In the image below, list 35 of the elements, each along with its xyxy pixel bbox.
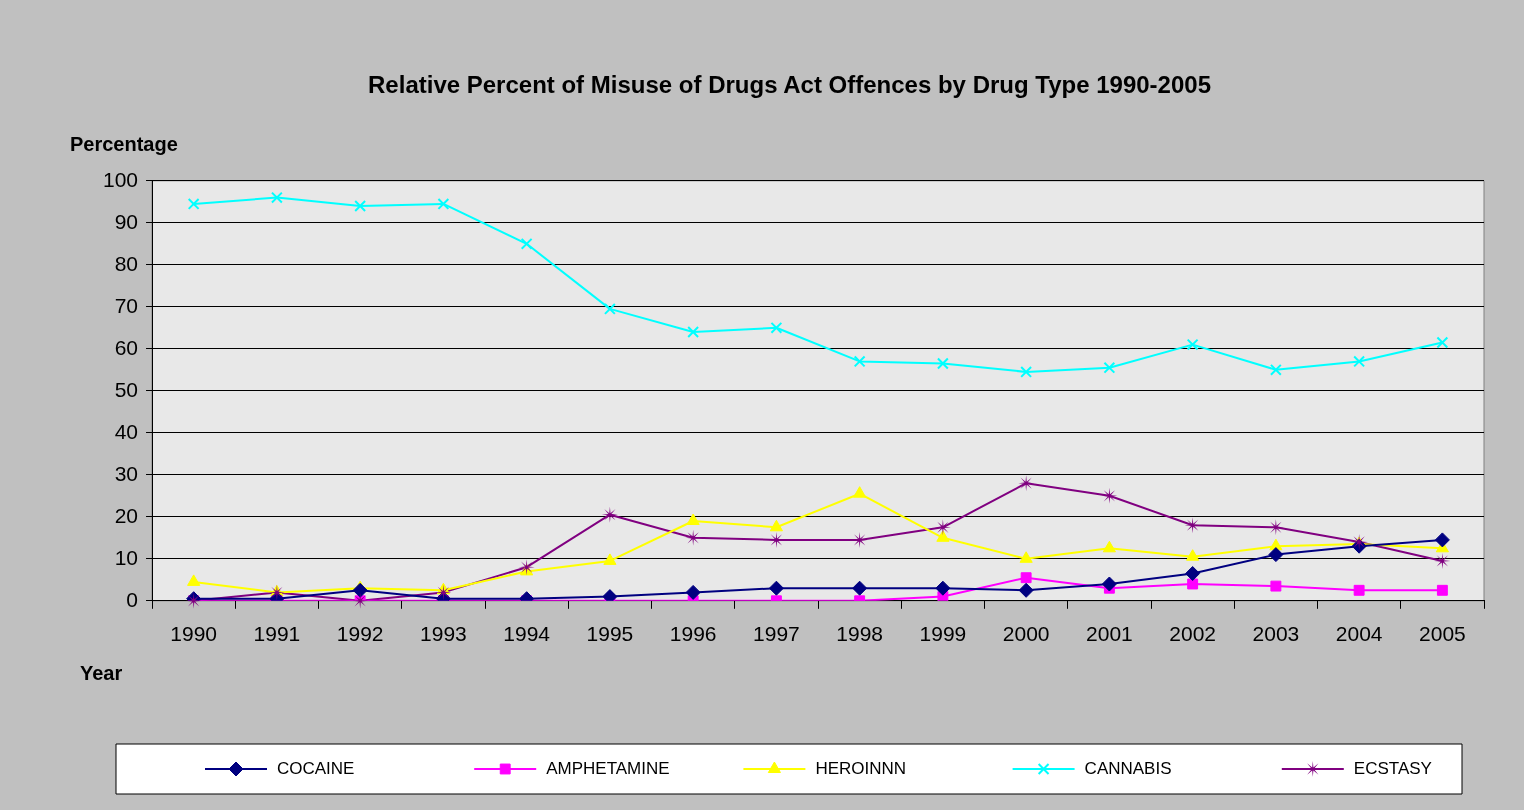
y-tick-label: 70 <box>114 293 139 317</box>
x-tick-label: 1992 <box>336 622 384 646</box>
x-axis-title: Year <box>80 662 123 685</box>
x-tick-label: 2000 <box>1002 622 1050 646</box>
y-tick-label: 10 <box>114 545 139 569</box>
x-tick-label: 1991 <box>253 622 301 646</box>
legend-label: CANNABIS <box>1084 758 1172 778</box>
y-tick-label: 90 <box>114 209 139 233</box>
x-tick-label: 1996 <box>669 622 717 646</box>
x-tick-label: 2002 <box>1169 622 1216 646</box>
legend-label: AMPHETAMINE <box>546 758 670 778</box>
x-tick-label: 1999 <box>919 622 967 646</box>
legend-label: COCAINE <box>277 758 355 778</box>
legend-label: ECSTASY <box>1353 758 1432 778</box>
x-tick-label: 2005 <box>1419 622 1466 646</box>
x-tick-label: 1997 <box>753 622 800 646</box>
y-tick-label: 50 <box>114 377 139 401</box>
y-tick-label: 100 <box>102 167 139 191</box>
y-tick-label: 40 <box>114 419 139 443</box>
x-tick-label: 2003 <box>1252 622 1300 646</box>
x-tick-label: 1995 <box>586 622 634 646</box>
x-tick-label: 1998 <box>836 622 883 646</box>
chart-title: Relative Percent of Misuse of Drugs Act Offences by Drug Type 1990-2005 <box>368 71 1211 99</box>
x-tick-label: 2004 <box>1335 622 1383 646</box>
x-tick-label: 2001 <box>1086 622 1133 646</box>
y-tick-label: 80 <box>114 251 139 275</box>
y-tick-label: 0 <box>126 587 139 611</box>
legend-label: HEROINNN <box>815 758 907 778</box>
x-tick-label: 1990 <box>170 622 218 646</box>
y-tick-label: 30 <box>114 461 139 485</box>
y-tick-label: 60 <box>114 335 139 359</box>
x-tick-label: 1993 <box>420 622 467 646</box>
x-tick-label: 1994 <box>503 622 551 646</box>
y-axis-title: Percentage <box>70 133 178 156</box>
y-tick-label: 20 <box>114 503 139 527</box>
